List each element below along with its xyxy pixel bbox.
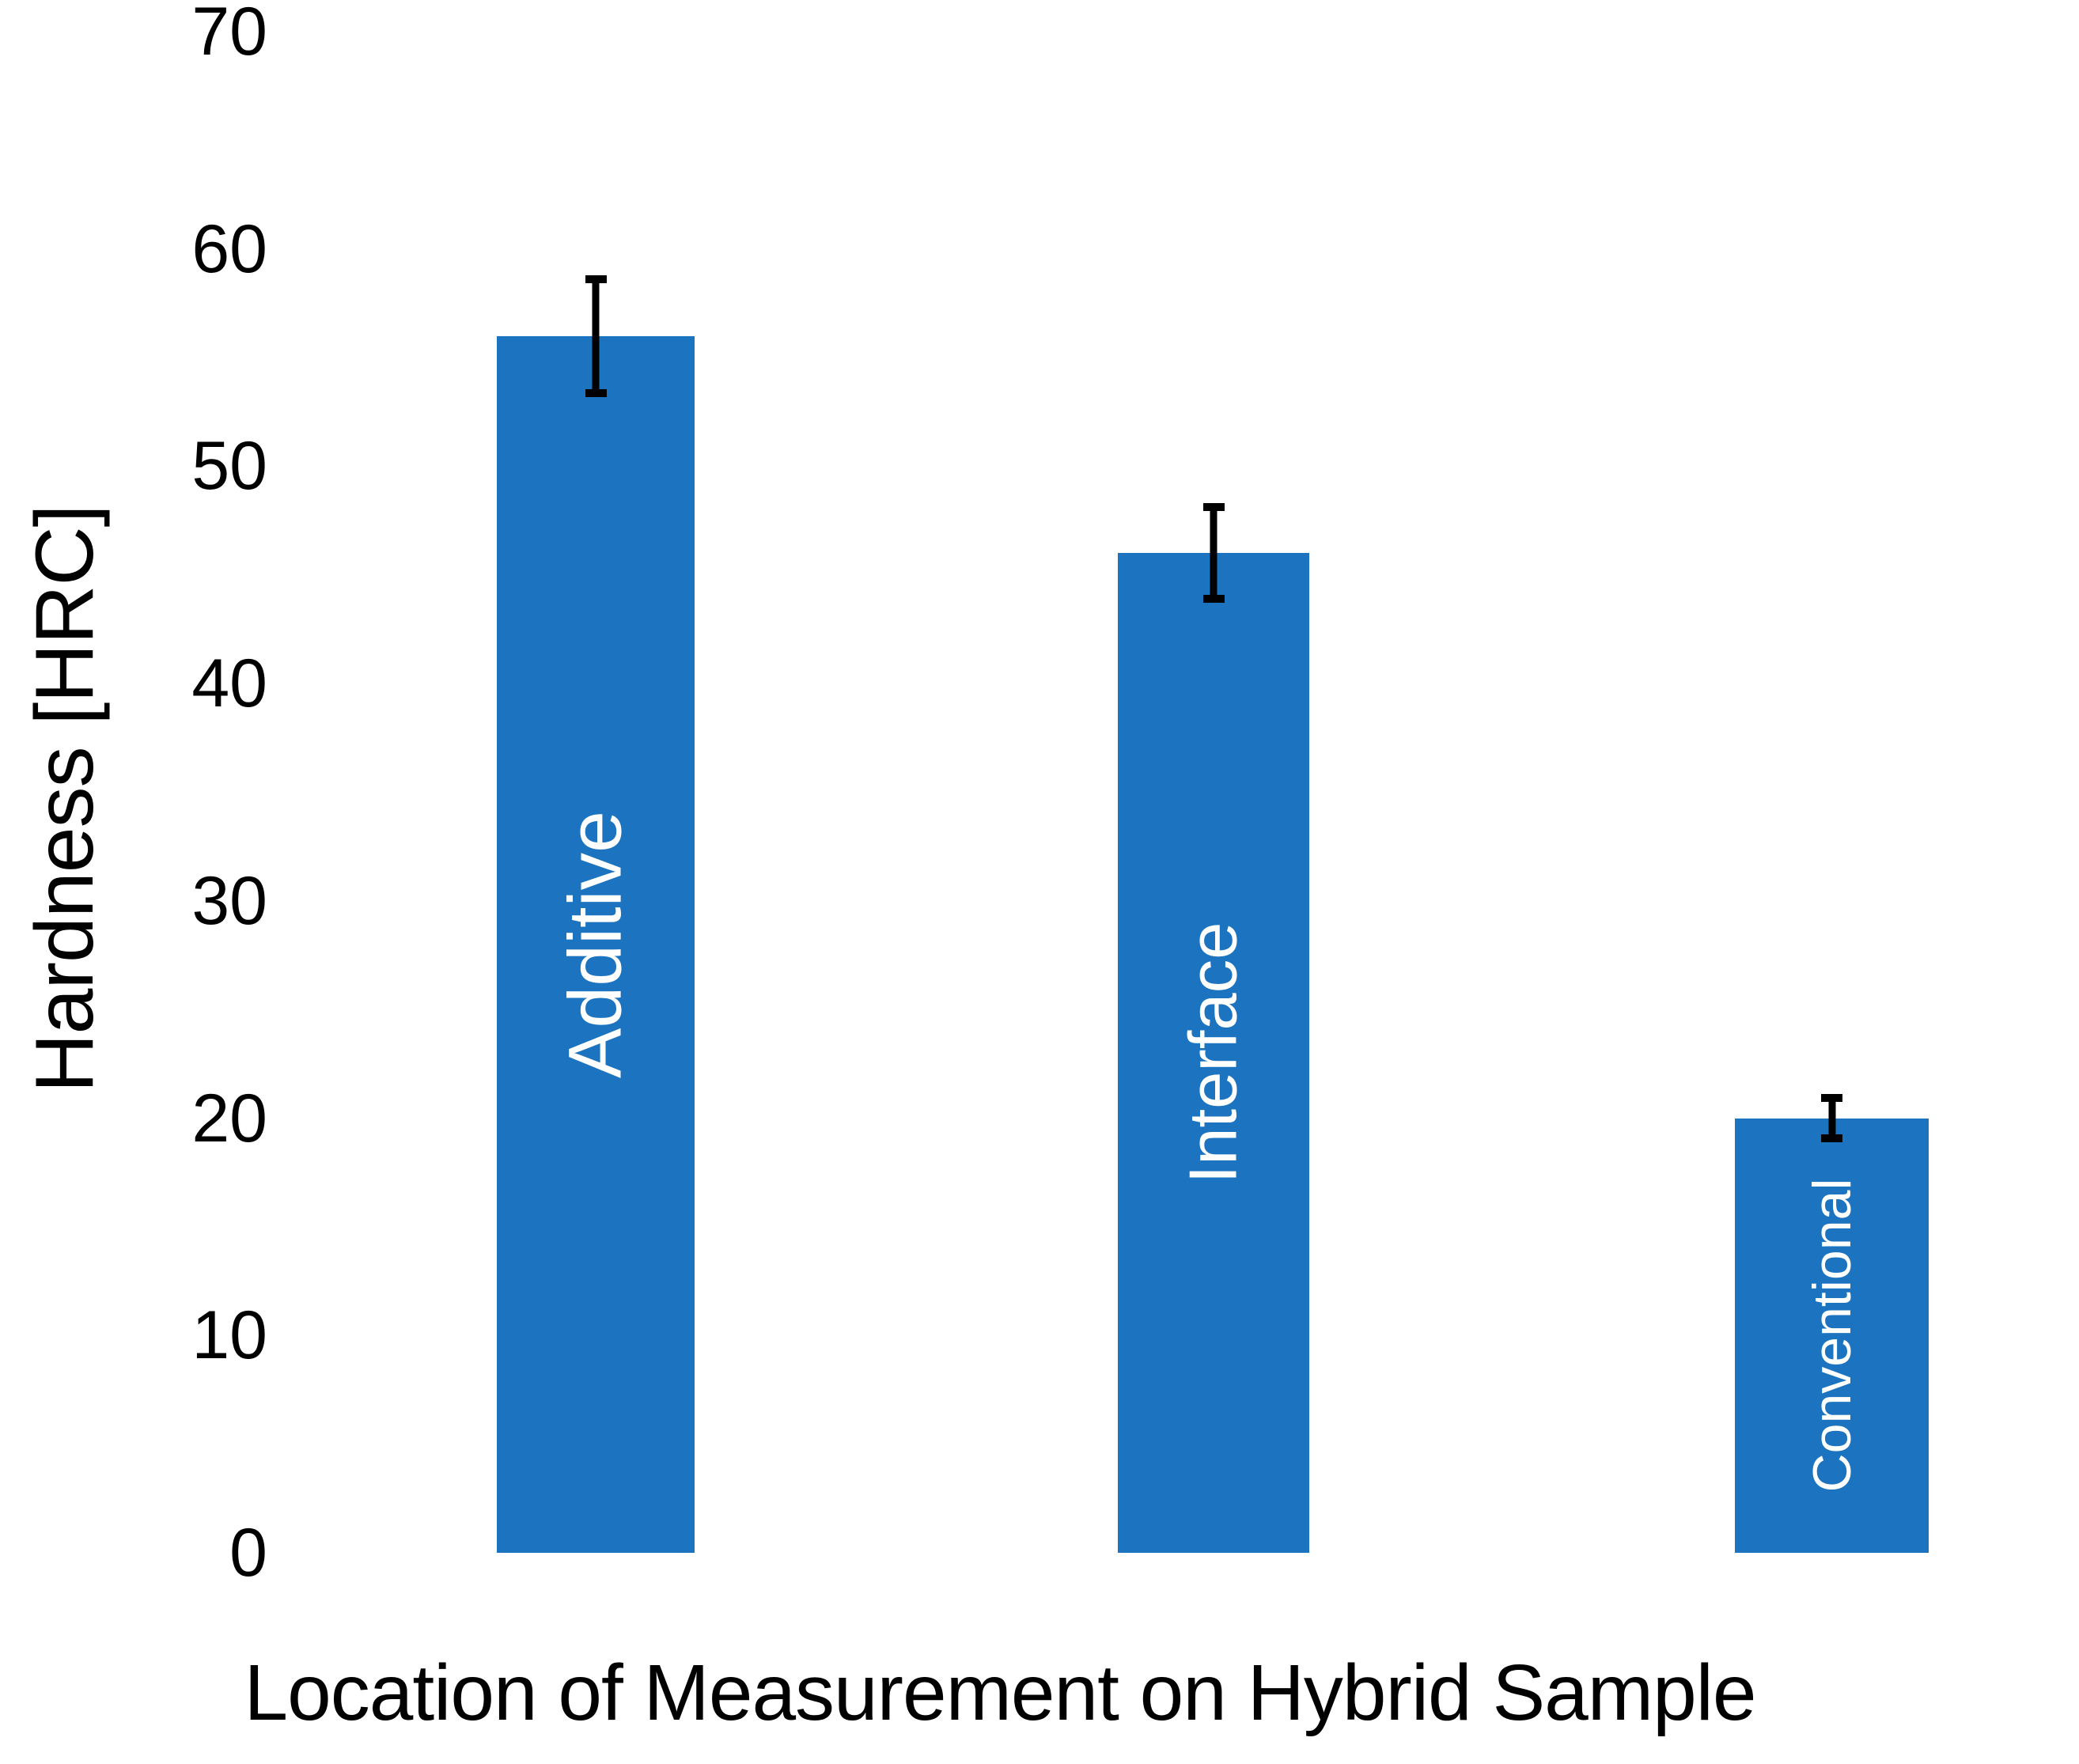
bar-additive: [497, 335, 695, 1553]
y-tick-label-60: 60: [191, 210, 267, 287]
error-bar-cap-top-conventional: [1821, 1094, 1842, 1103]
y-tick-label-20: 20: [191, 1080, 267, 1156]
y-tick-label-70: 70: [191, 0, 267, 70]
y-tick-label-50: 50: [191, 428, 267, 505]
y-tick-label-10: 10: [191, 1297, 267, 1374]
error-bar-cap-top-interface: [1202, 503, 1225, 512]
y-tick-label-0: 0: [229, 1515, 267, 1591]
error-bar-stem-additive: [592, 274, 600, 397]
error-bar-stem-conventional: [1828, 1094, 1835, 1142]
bar-interface: [1118, 553, 1309, 1553]
error-bar-cap-top-additive: [585, 274, 607, 283]
error-bar-cap-bottom-conventional: [1821, 1134, 1842, 1142]
error-bar-stem-interface: [1210, 503, 1217, 604]
error-bar-cap-bottom-additive: [585, 388, 607, 397]
error-bar-interface: [1202, 503, 1225, 604]
bar-label-interface: Interface: [1176, 922, 1252, 1184]
error-bar-conventional: [1821, 1094, 1842, 1142]
y-axis-title: Hardness [HRC]: [19, 505, 111, 1093]
error-bar-cap-bottom-interface: [1202, 595, 1225, 604]
y-tick-label-40: 40: [191, 645, 267, 722]
bar-label-conventional: Conventional: [1801, 1178, 1862, 1493]
bar-conventional: [1735, 1118, 1929, 1553]
bar-label-additive: Additive: [553, 810, 638, 1078]
x-axis-title: Location of Measurement on Hybrid Sample: [244, 1649, 1756, 1737]
y-tick-label-30: 30: [191, 862, 267, 939]
error-bar-additive: [585, 274, 607, 397]
